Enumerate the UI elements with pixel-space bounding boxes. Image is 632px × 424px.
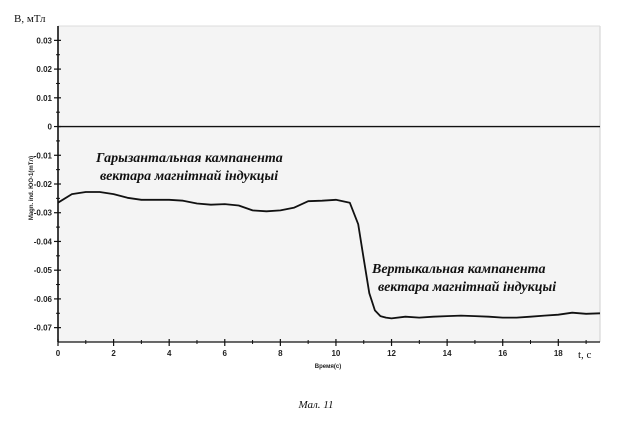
- plot-background: [58, 26, 600, 342]
- y-tick-label: -0.02: [34, 180, 53, 189]
- y-tick-label: -0.04: [34, 237, 53, 246]
- x-tick-label: 2: [111, 349, 116, 358]
- figure-caption: Мал. 11: [298, 399, 334, 411]
- x-tick-label: 0: [56, 349, 61, 358]
- x-tick-label: 4: [167, 349, 172, 358]
- y-tick-label: -0.01: [34, 151, 53, 160]
- y-tick-label: 0.01: [36, 94, 52, 103]
- annotation-vertical-line2: вектара магнітнай індукцыі: [378, 280, 556, 295]
- x-tick-label: 10: [331, 349, 340, 358]
- x-tick-label: 12: [387, 349, 396, 358]
- annotation-horizontal-line1: Гарызантальная кампанента: [95, 151, 283, 166]
- x-tick-label: 8: [278, 349, 283, 358]
- y-ticks: 0.03 0.02 0.01 0 -0.01 -0.02 -0.03 -0.04 -0.05 -0…: [34, 36, 61, 333]
- x-tick-label: 18: [554, 349, 563, 358]
- y-axis-title: B, мТл: [14, 13, 46, 25]
- y-tick-label: -0.05: [34, 266, 53, 275]
- x-tick-label: 16: [498, 349, 507, 358]
- y-axis-small-label: Magn. ind. ЮО-1(mTл): [29, 156, 35, 220]
- y-tick-label: 0.03: [36, 36, 52, 45]
- x-ticks: 0 2 4 6 8 10 12 14 16 18: [56, 339, 587, 358]
- x-tick-label: 14: [443, 349, 452, 358]
- series-line-magnetic-induction: [57, 191, 601, 320]
- y-tick-label: -0.06: [34, 295, 53, 304]
- y-tick-label: 0: [48, 123, 53, 132]
- y-tick-label: 0.02: [36, 65, 52, 74]
- annotation-vertical-line1: Вертыкальная кампанента: [371, 262, 546, 277]
- x-axis-small-label: Время(с): [315, 364, 342, 370]
- x-tick-label: 6: [223, 349, 228, 358]
- x-axis-title: t, с: [578, 349, 592, 361]
- y-tick-label: -0.03: [34, 209, 53, 218]
- annotation-horizontal-line2: вектара магнітнай індукцыі: [100, 169, 278, 184]
- y-tick-label: -0.07: [34, 324, 53, 333]
